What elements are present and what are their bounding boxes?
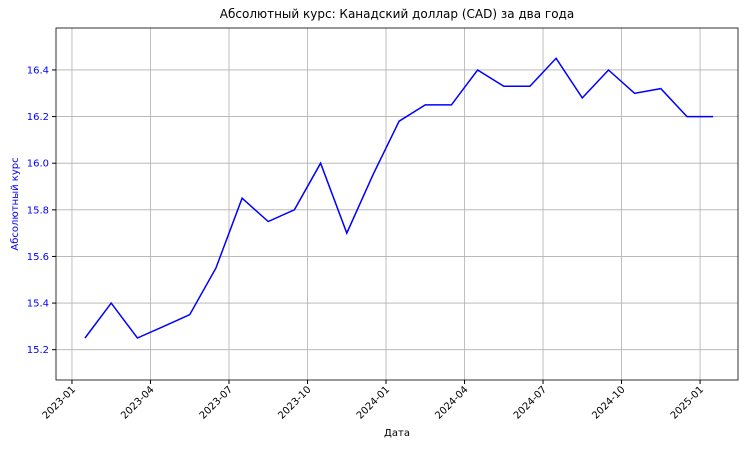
x-tick-label: 2023-07 (198, 384, 235, 421)
x-tick-label: 2023-04 (119, 384, 156, 421)
y-tick-label: 16.2 (27, 112, 49, 123)
y-tick-label: 15.8 (27, 205, 49, 216)
y-tick-label: 15.6 (27, 252, 49, 263)
x-tick-label: 2024-10 (590, 384, 627, 421)
x-tick-label: 2024-01 (355, 384, 392, 421)
x-tick-label: 2023-10 (276, 384, 313, 421)
x-axis-label: Дата (384, 428, 410, 439)
plot-frame (55, 27, 739, 381)
chart-title: Абсолютный курс: Канадский доллар (CAD) … (220, 7, 574, 21)
x-tick-label: 2024-04 (433, 384, 470, 421)
x-tick-label: 2025-01 (669, 384, 706, 421)
y-tick-label: 15.2 (27, 345, 49, 356)
x-tick-label: 2023-01 (41, 384, 78, 421)
y-axis-label: Абсолютный курс (10, 157, 21, 250)
y-tick-label: 15.4 (27, 299, 49, 310)
y-tick-label: 16.0 (27, 159, 49, 170)
x-tick-label: 2024-07 (512, 384, 549, 421)
line (84, 57, 714, 339)
y-tick-label: 16.4 (27, 65, 49, 76)
